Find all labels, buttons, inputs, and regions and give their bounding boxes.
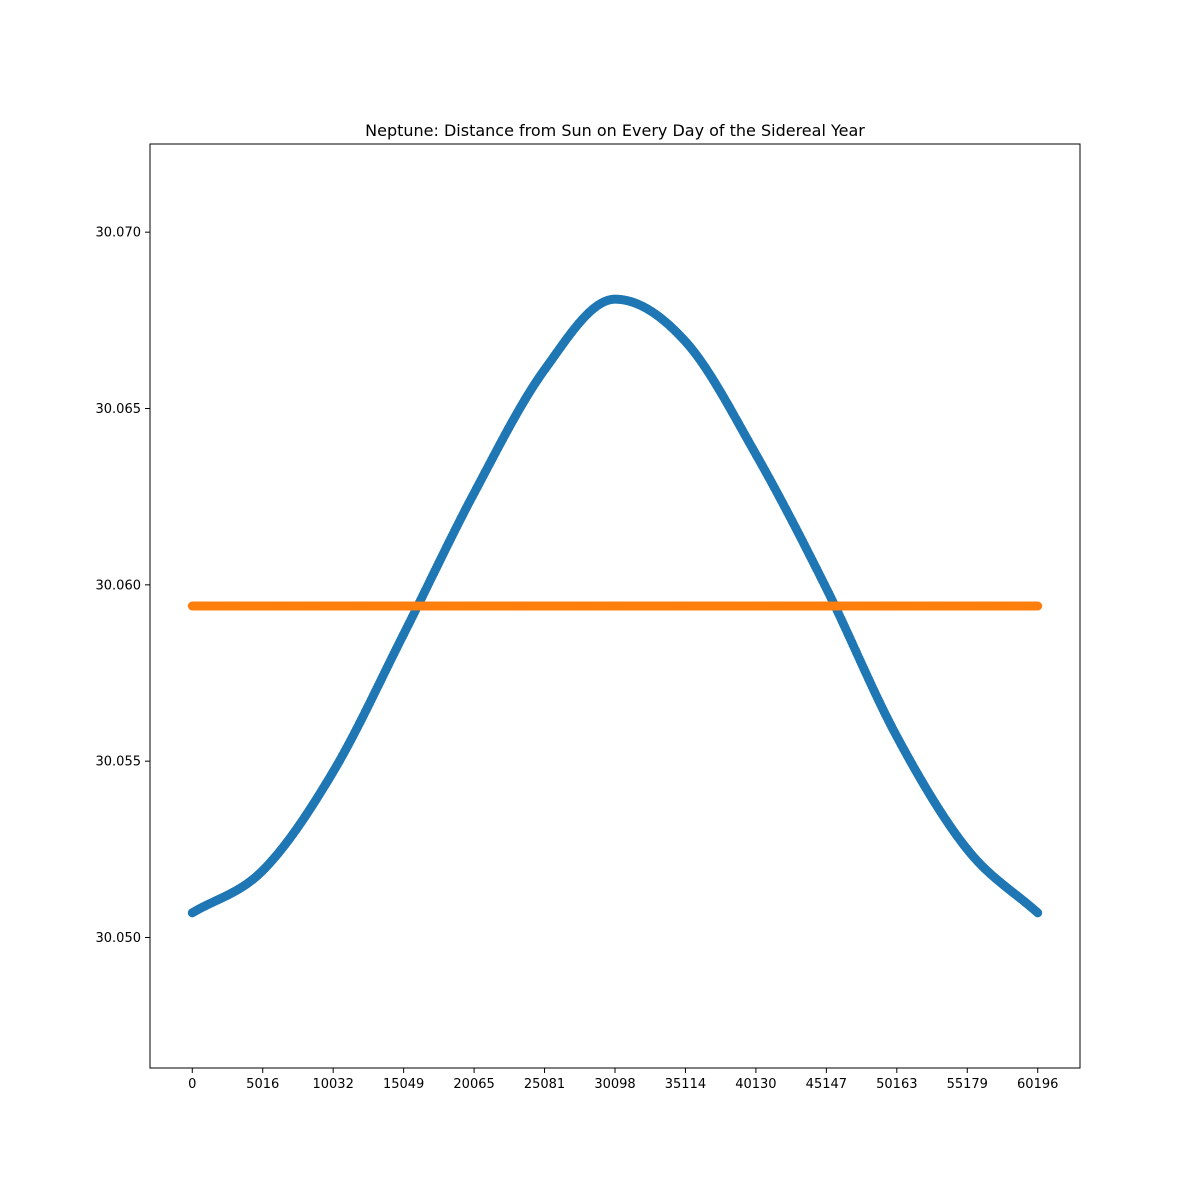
chart-title: Neptune: Distance from Sun on Every Day …	[365, 121, 865, 140]
x-tick-label: 60196	[1017, 1077, 1058, 1092]
x-tick-label: 0	[188, 1077, 196, 1092]
y-tick-label: 30.070	[96, 226, 142, 241]
y-tick-label: 30.060	[96, 578, 142, 593]
x-tick-label: 25081	[524, 1077, 565, 1092]
y-tick-label: 30.065	[96, 402, 142, 417]
series-distance	[187, 294, 1043, 918]
x-tick-label: 55179	[947, 1077, 988, 1092]
x-tick-label: 20065	[453, 1077, 494, 1092]
y-tick-label: 30.050	[96, 931, 142, 946]
x-axis: 0 5016 10032 15049 20065 25081 30098 35114 40130…	[188, 1068, 1058, 1092]
y-tick-label: 30.055	[96, 755, 142, 770]
x-tick-label: 30098	[594, 1077, 635, 1092]
data-point	[1033, 908, 1043, 918]
x-tick-label: 5016	[246, 1077, 279, 1092]
x-tick-label: 15049	[383, 1077, 424, 1092]
x-tick-label: 45147	[806, 1077, 847, 1092]
x-tick-label: 50163	[876, 1077, 917, 1092]
data-point	[1033, 601, 1043, 611]
y-axis: 30.050 30.055 30.060 30.065 30.070	[96, 226, 150, 946]
series-semi-major-axis	[187, 601, 1043, 611]
x-tick-label: 35114	[665, 1077, 706, 1092]
x-tick-label: 40130	[735, 1077, 776, 1092]
plot-marks	[187, 294, 1043, 918]
x-tick-label: 10032	[312, 1077, 353, 1092]
